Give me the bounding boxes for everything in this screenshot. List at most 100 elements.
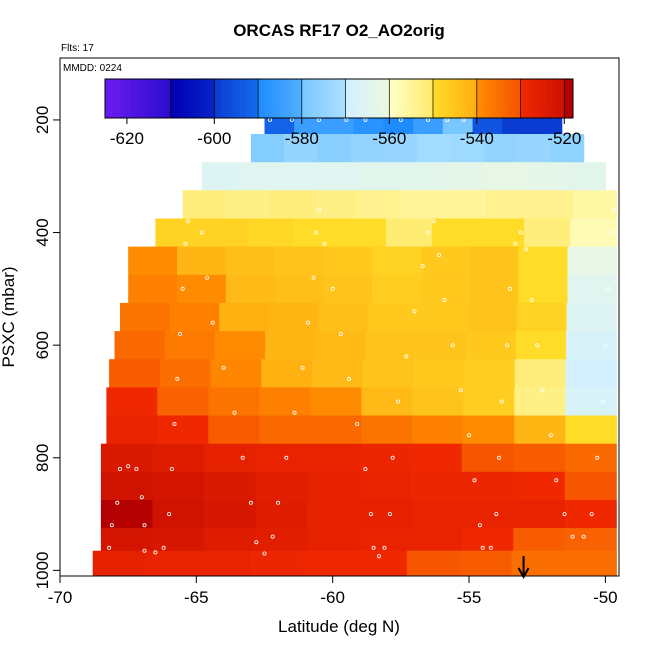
arrow-marker [517,556,530,580]
colorbar-segment [408,79,412,118]
heatmap-cell [255,500,308,529]
heatmap-cell [225,246,276,276]
track-point [540,388,545,393]
colorbar-segment [446,79,449,118]
track-point [611,207,616,212]
heatmap-cell [317,134,352,163]
track-point [292,410,297,415]
colorbar-segment [448,79,451,118]
heatmap-cell [524,218,571,248]
colorbar-segment [314,79,318,118]
heatmap-cell [524,162,566,191]
colorbar-segment [516,79,519,118]
heatmap-cell [565,387,617,416]
colorbar-segment [105,79,108,118]
colorbar-segment [562,79,565,118]
colorbar-segment [492,79,495,118]
heatmap-cell [157,387,209,416]
track-point [363,466,368,471]
colorbar-segment [275,79,279,118]
heatmap-cell [566,302,617,332]
track-point [107,545,112,550]
colorbar-segment [170,79,174,118]
heatmap-cell [565,359,617,388]
colorbar-segment [251,79,255,118]
colorbar-segment [382,79,386,118]
colorbar-segment [487,79,491,118]
colorbar-segment [343,79,346,118]
heatmap-cell [106,415,158,445]
heatmap-cell [399,190,444,219]
heatmap-cell [274,246,324,276]
colorbar-segment [513,79,517,118]
colorbar-segment [424,79,427,118]
track-point [142,548,147,553]
heatmap-cell [358,471,411,501]
heatmap-cell [197,550,251,577]
colorbar-segment [422,79,425,118]
colorbar-segment [242,79,246,118]
track-point [450,343,455,348]
colorbar-segment [474,79,478,118]
x-tick-label: -60 [320,588,345,607]
colorbar-segment [544,79,548,118]
colorbar-segment [419,79,423,118]
colorbar-tick-label: -520 [547,129,581,148]
heatmap-cell [450,134,485,163]
colorbar-segment [293,79,296,118]
heatmap-cell [566,331,617,360]
colorbar-segment [319,79,322,118]
heatmap-cell [486,190,531,219]
track-point [109,523,114,528]
heatmap-cell [513,500,566,529]
heatmap-cell [417,302,468,332]
colorbar-tick-label: -560 [372,129,406,148]
colorbar-segment [349,79,353,118]
track-point [548,433,553,438]
track-point [535,343,540,348]
heatmap-cell [307,443,360,473]
track-point [472,478,477,483]
heatmap-cell [350,134,385,163]
heatmap-cell [106,387,158,416]
heatmap-cell [464,359,516,388]
colorbar-segment [433,79,436,118]
heatmap-cell [204,528,257,551]
track-point [186,219,191,224]
colorbar-segment [266,79,270,118]
colorbar-segment [389,79,392,118]
colorbar-segment [273,79,276,118]
colorbar-segment [317,79,320,118]
heatmap-cell [145,550,199,577]
colorbar-segment [555,79,558,118]
colorbar-segment [369,79,373,118]
colorbar-segment [203,79,206,118]
heatmap-cell [274,274,324,304]
colorbar-segment [376,79,379,118]
colorbar-segment [150,79,154,118]
colorbar-segment [463,79,467,118]
colorbar-segment [461,79,464,118]
colorbar-segment [417,79,421,118]
track-point [404,354,409,359]
colorbar-segment [531,79,534,118]
heatmap-cell [164,331,216,360]
track-point [346,376,351,381]
colorbar-segment [459,79,462,118]
track-point [180,286,185,291]
heatmap-cell [518,246,569,276]
colorbar-segment [336,79,340,118]
heatmap-cell [564,443,617,473]
colorbar-segment [411,79,414,118]
colorbar-segment [258,79,261,118]
colorbar-segment [352,79,355,118]
heatmap-cell [421,246,471,276]
colorbar-segment [139,79,143,118]
track-point [172,421,177,426]
colorbar-segment [144,79,147,118]
heatmap-cell [513,471,566,501]
heatmap-cell [322,162,364,191]
heatmap-cell [201,162,243,191]
track-point [382,545,387,550]
heatmap-cell [128,246,178,276]
